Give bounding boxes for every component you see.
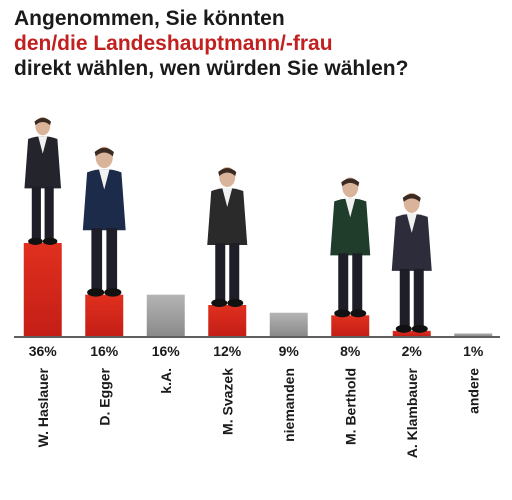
value-label-4: 9% <box>279 343 300 359</box>
candidate-photo-3 <box>207 167 248 307</box>
bar-3 <box>208 305 247 336</box>
candidate-photo-5 <box>330 177 371 318</box>
category-label-4: niemanden <box>281 368 297 442</box>
value-label-5: 8% <box>340 343 361 359</box>
category-label-3: M. Svazek <box>219 368 235 435</box>
category-label-5: M. Berthold <box>342 368 358 445</box>
value-label-1: 16% <box>90 343 119 359</box>
title-line-3: direkt wählen, wen würden Sie wählen? <box>14 57 409 80</box>
candidate-photo-6 <box>391 192 432 333</box>
bar-7 <box>454 333 493 336</box>
candidate-photo-1 <box>82 146 126 297</box>
bar-4 <box>269 312 308 336</box>
category-label-1: D. Egger <box>96 367 112 425</box>
category-label-6: A. Klambauer <box>404 367 420 458</box>
value-label-0: 36% <box>29 343 58 359</box>
title-line-1: Angenommen, Sie könnten <box>14 7 285 30</box>
value-label-3: 12% <box>213 343 242 359</box>
bar-1 <box>85 294 124 336</box>
category-label-0: W. Haslauer <box>35 367 51 447</box>
category-label-7: andere <box>465 368 481 414</box>
value-label-2: 16% <box>152 343 181 359</box>
bar-5 <box>331 315 370 336</box>
category-label-2: k.A. <box>158 368 174 394</box>
bar-2 <box>146 294 185 336</box>
value-label-7: 1% <box>463 343 484 359</box>
bar-6 <box>392 330 431 336</box>
chart-title: Angenommen, Sie könnten den/die Landesha… <box>14 6 504 81</box>
bar-0 <box>23 243 62 336</box>
candidate-photo-0 <box>24 117 62 245</box>
title-line-2-highlight: den/die Landeshauptmann/-frau <box>14 32 333 55</box>
value-label-6: 2% <box>402 343 423 359</box>
